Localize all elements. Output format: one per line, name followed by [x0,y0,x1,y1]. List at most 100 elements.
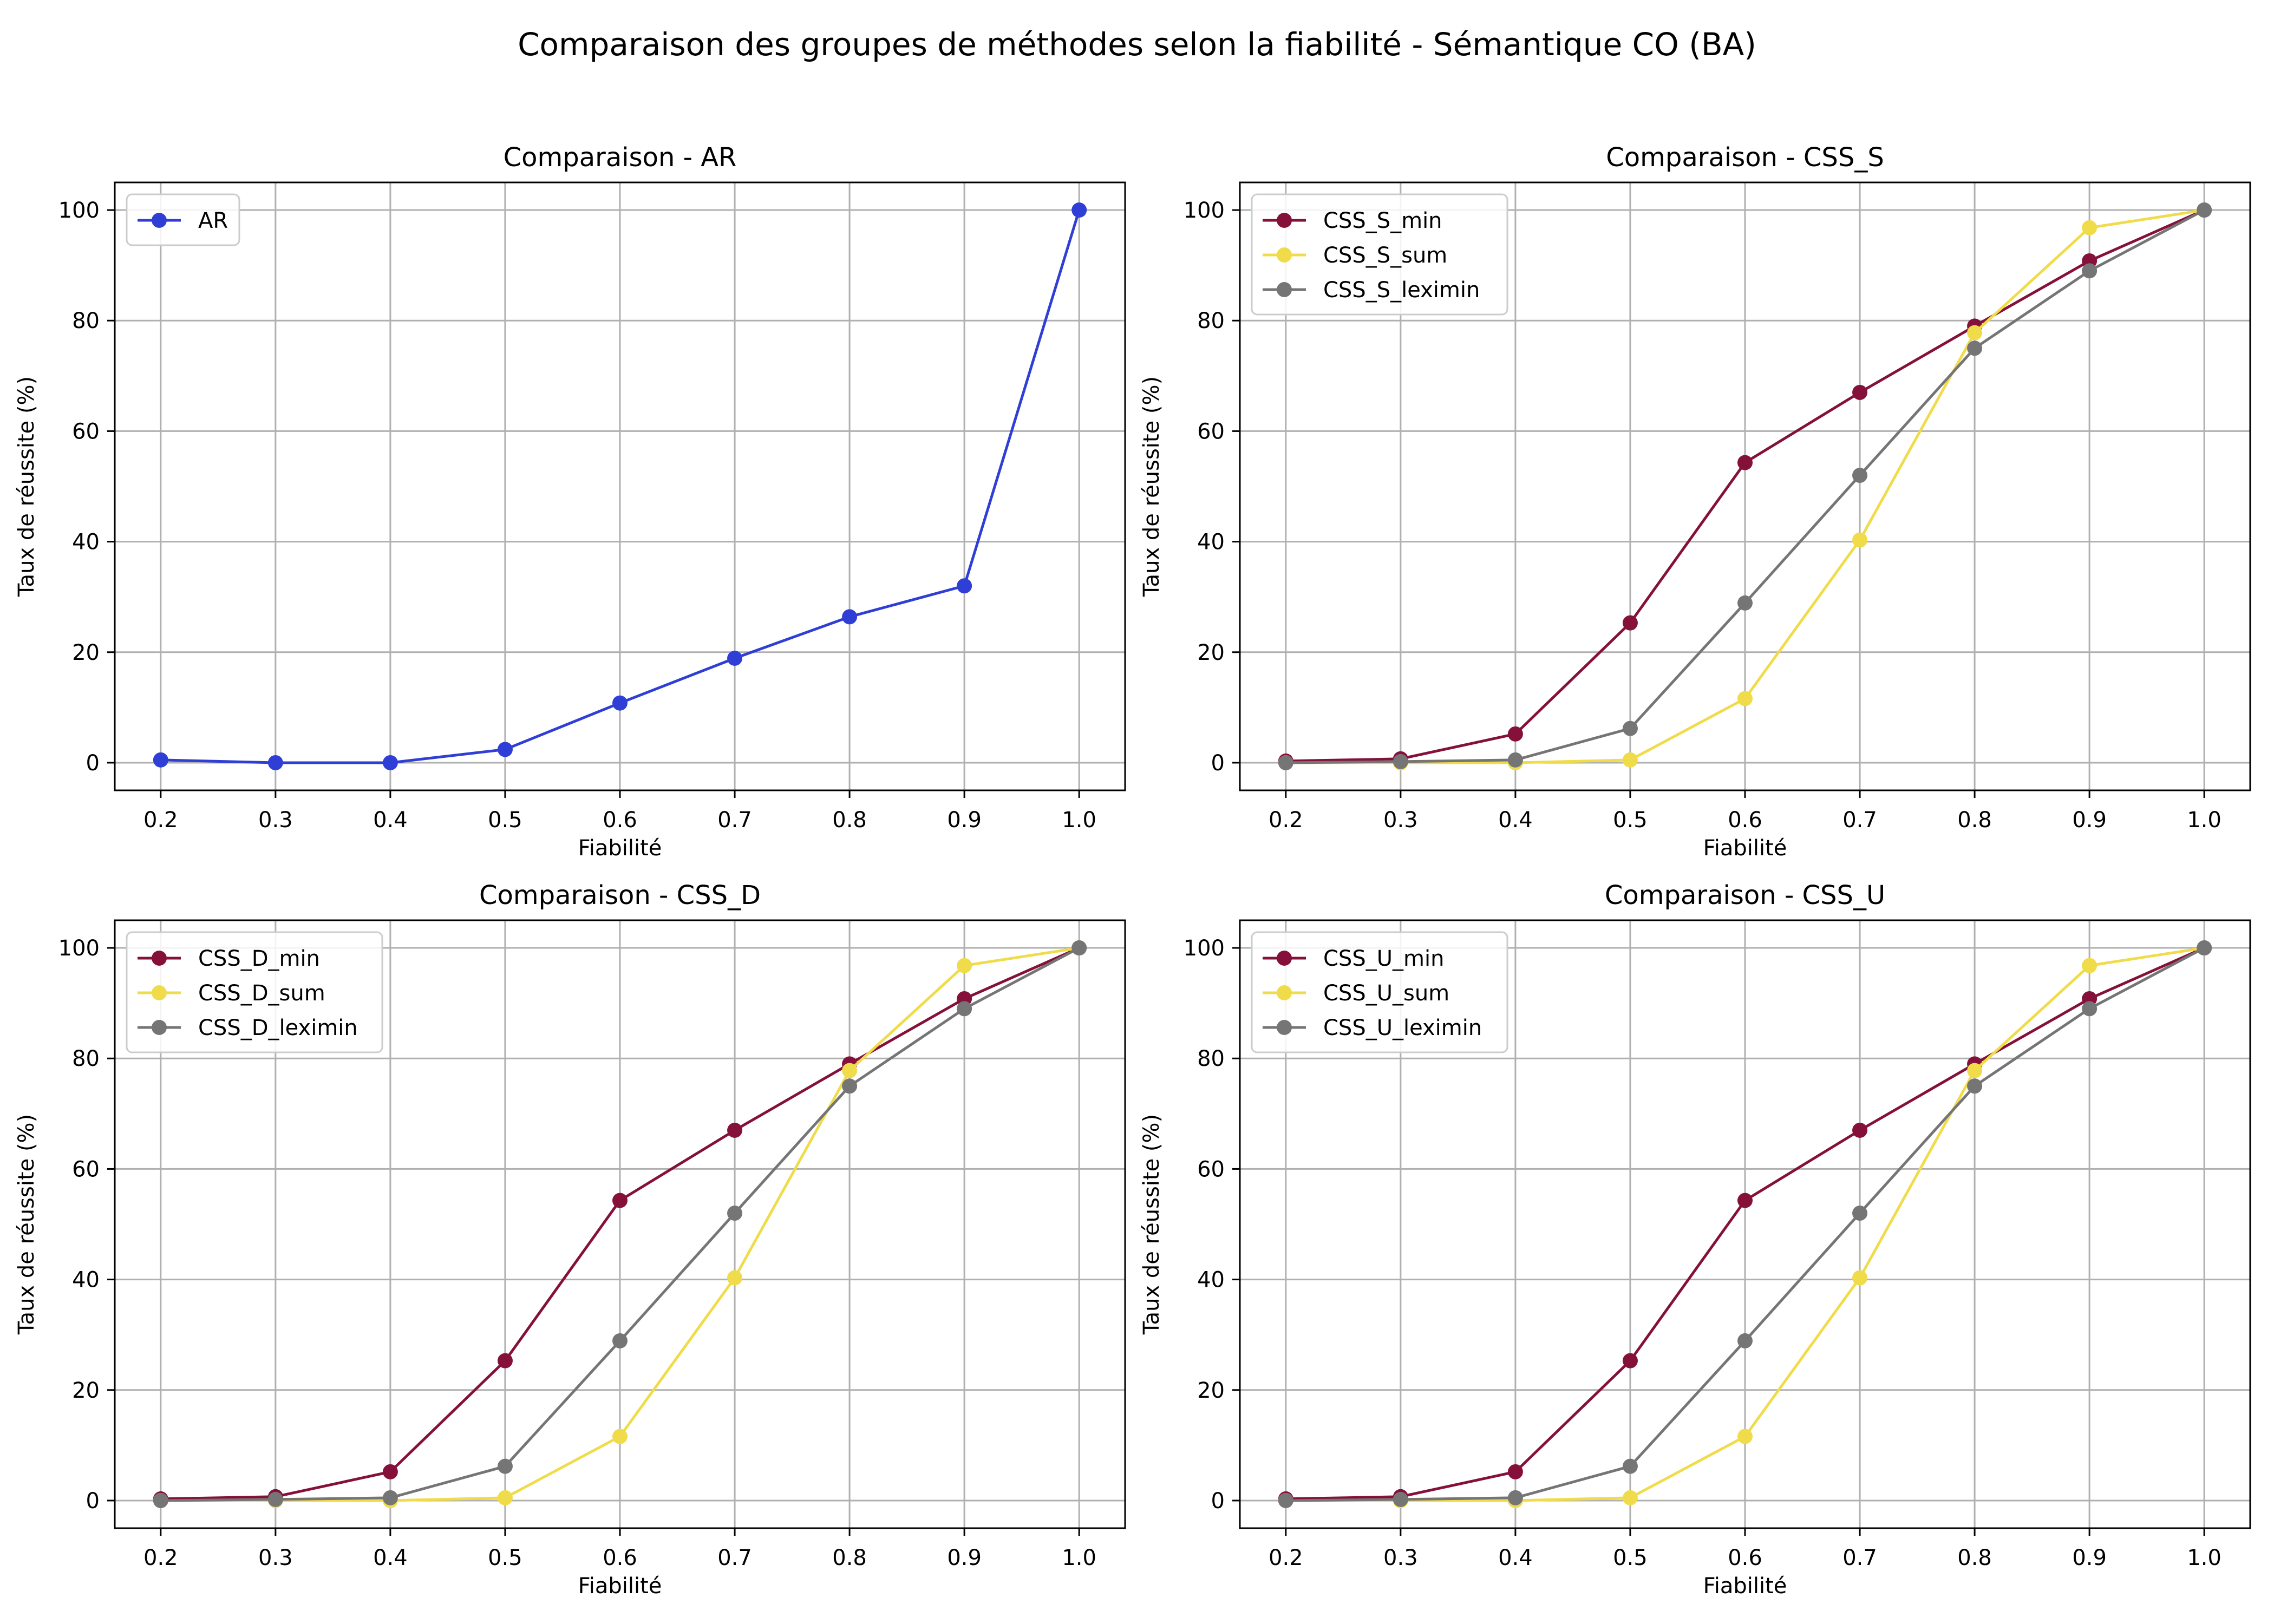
x-axis-label: Fiabilité [1703,836,1787,861]
data-point-AR [1071,202,1087,218]
x-tick-label: 0.7 [1842,808,1877,833]
data-point-CSS_D_sum [957,958,972,973]
x-tick-label: 0.6 [603,808,637,833]
chart-panel-4: 0.2 0.3 0.4 0.5 0.6 0.7 0.8 0.9 1.0 0 20 40 60 80 100 C… [1139,880,2251,1599]
data-point-CSS_D_min [727,1122,743,1138]
data-point-CSS_D_leximin [612,1333,628,1348]
data-point-CSS_S_leximin [1507,752,1523,768]
data-point-CSS_U_sum [1967,1063,1983,1078]
data-point-CSS_U_leximin [1622,1458,1638,1474]
data-point-CSS_D_leximin [267,1491,283,1507]
x-axis-label: Fiabilité [578,1574,662,1599]
x-tick-label: 0.4 [1498,808,1533,833]
data-point-CSS_D_min [612,1193,628,1208]
data-point-CSS_S_leximin [1967,340,1983,356]
legend-label: CSS_S_min [1323,208,1442,233]
legend-label: CSS_S_leximin [1323,278,1480,303]
y-tick-label: 80 [1197,309,1225,333]
legend-box [1251,193,1508,316]
x-tick-label: 0.5 [1613,808,1648,833]
y-tick-label: 40 [72,1268,100,1293]
legend-label: AR [198,208,228,233]
x-axis-label: Fiabilité [578,836,662,861]
legend-marker-CSS_U_leximin [1277,1020,1292,1035]
data-point-CSS_U_leximin [1737,1333,1753,1348]
data-point-CSS_S_sum [1967,325,1983,340]
y-axis-label: Taux de réussite (%) [1139,1114,1164,1335]
data-point-CSS_U_min [1507,1464,1523,1479]
data-point-CSS_U_min [1852,1122,1868,1138]
data-point-CSS_S_leximin [1622,721,1638,736]
legend-marker-CSS_D_leximin [152,1020,167,1035]
y-tick-label: 0 [1211,751,1225,776]
data-point-AR [497,742,513,757]
y-tick-label: 80 [72,309,100,333]
legend-label: CSS_U_min [1323,946,1444,971]
data-point-CSS_S_sum [1622,752,1638,768]
x-tick-label: 0.9 [2072,1546,2107,1570]
x-tick-label: 0.9 [947,808,982,833]
data-point-CSS_D_leximin [957,1001,972,1017]
legend-marker-CSS_S_leximin [1277,282,1292,297]
data-point-CSS_U_min [1622,1353,1638,1368]
legend-marker-CSS_S_min [1277,213,1292,228]
y-tick-label: 40 [1197,1268,1225,1293]
data-point-CSS_U_sum [1852,1270,1868,1286]
x-tick-label: 0.3 [258,1546,293,1570]
x-tick-label: 0.3 [1383,808,1418,833]
figure-title: Comparaison des groupes de méthodes selo… [518,26,1756,63]
data-point-CSS_U_leximin [2082,1001,2097,1017]
legend-marker-CSS_D_min [152,951,167,966]
y-tick-label: 20 [1197,640,1225,665]
data-point-CSS_S_min [1507,726,1523,742]
data-point-AR [153,752,168,768]
data-point-CSS_U_leximin [2197,940,2212,956]
x-tick-label: 0.6 [1728,1546,1762,1570]
y-axis-label: Taux de réussite (%) [1139,376,1164,597]
data-point-CSS_U_sum [2082,958,2097,973]
legend-box [126,931,383,1053]
legend-label: CSS_D_min [198,946,320,971]
y-tick-label: 60 [1197,419,1225,444]
legend-marker-AR [152,213,167,228]
data-point-CSS_D_leximin [1071,940,1087,956]
x-tick-label: 0.2 [143,1546,178,1570]
x-tick-label: 1.0 [2187,808,2221,833]
data-point-CSS_D_leximin [497,1458,513,1474]
y-tick-label: 60 [1197,1157,1225,1182]
legend-label: CSS_U_sum [1323,981,1449,1006]
y-tick-label: 0 [86,751,100,776]
x-tick-label: 0.2 [143,808,178,833]
legend-box [1251,931,1508,1053]
data-point-AR [612,695,628,711]
data-point-CSS_U_leximin [1967,1078,1983,1094]
data-point-CSS_S_min [1852,384,1868,400]
y-tick-label: 20 [72,640,100,665]
x-tick-label: 0.5 [488,808,522,833]
y-axis-label: Taux de réussite (%) [14,376,39,597]
x-tick-label: 0.7 [717,808,752,833]
chart-panel-2: 0.2 0.3 0.4 0.5 0.6 0.7 0.8 0.9 1.0 0 20 40 60 80 100 C… [1139,142,2251,861]
x-tick-label: 0.4 [1498,1546,1533,1570]
y-tick-label: 20 [1197,1378,1225,1403]
legend-marker-CSS_S_sum [1277,247,1292,263]
legend-label: CSS_D_sum [198,981,325,1006]
x-tick-label: 0.4 [373,1546,408,1570]
y-tick-label: 0 [1211,1489,1225,1514]
x-tick-label: 0.7 [717,1546,752,1570]
data-point-AR [267,755,283,770]
data-point-CSS_U_leximin [1852,1206,1868,1221]
x-tick-label: 0.3 [1383,1546,1418,1570]
x-tick-label: 0.8 [1957,1546,1992,1570]
data-point-CSS_D_sum [497,1490,513,1505]
x-tick-label: 0.5 [488,1546,522,1570]
y-tick-label: 40 [1197,530,1225,555]
x-tick-label: 1.0 [2187,1546,2221,1570]
data-point-AR [382,755,398,770]
chart-title: Comparaison - AR [504,142,737,173]
data-point-CSS_U_min [1737,1193,1753,1208]
y-tick-label: 40 [72,530,100,555]
legend-marker-CSS_D_sum [152,985,167,1000]
